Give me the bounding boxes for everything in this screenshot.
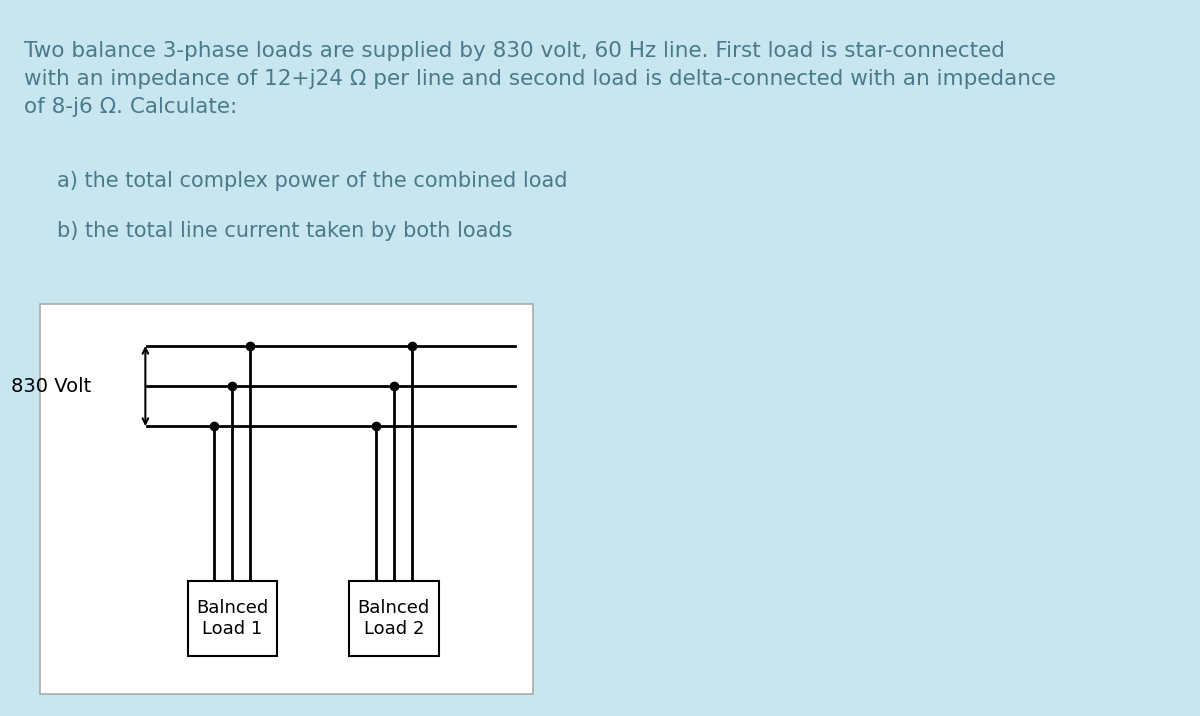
FancyBboxPatch shape bbox=[40, 304, 533, 694]
Text: a) the total complex power of the combined load: a) the total complex power of the combin… bbox=[58, 171, 568, 191]
Text: Balnced
Load 2: Balnced Load 2 bbox=[358, 599, 430, 638]
Bar bbox=[349, 581, 438, 656]
Text: b) the total line current taken by both loads: b) the total line current taken by both … bbox=[58, 221, 512, 241]
Text: Balnced
Load 1: Balnced Load 1 bbox=[197, 599, 269, 638]
Bar bbox=[187, 581, 277, 656]
Text: 830 Volt: 830 Volt bbox=[11, 377, 91, 395]
Text: Two balance 3-phase loads are supplied by 830 volt, 60 Hz line. First load is st: Two balance 3-phase loads are supplied b… bbox=[24, 41, 1056, 117]
